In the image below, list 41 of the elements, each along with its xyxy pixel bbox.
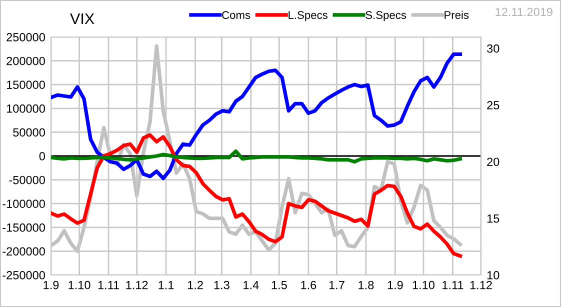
y2-tick-label: 15	[487, 214, 500, 223]
y-tick-label: 200000	[6, 56, 45, 66]
x-tick-label: 1.8	[358, 280, 374, 290]
y-tick-label: 0	[39, 152, 45, 160]
x-tick-label: 1.11	[442, 280, 464, 290]
y-tick-label: -50000	[9, 176, 45, 184]
y-tick-label: -200000	[2, 247, 45, 256]
x-tick-label: 1.12	[126, 280, 148, 290]
y-tick-label: -250000	[2, 271, 45, 280]
legend-label: Preis	[444, 10, 469, 19]
y2-tick-label: 20	[487, 158, 500, 166]
y-tick-label: 150000	[6, 80, 45, 89]
x-tick-label: 1.12	[470, 280, 492, 290]
x-tick-label: 1.5	[272, 280, 287, 290]
x-tick-label: 1.9	[388, 280, 403, 290]
y2-tick-label: 25	[487, 101, 500, 110]
x-tick-label: 1.10	[68, 280, 90, 290]
x-tick-label: 1.9	[44, 280, 59, 290]
line-series	[51, 133, 462, 258]
x-tick-label: 1.1	[158, 280, 174, 290]
x-tick-label: 1.11	[98, 280, 119, 290]
x-tick-label: 1.7	[329, 280, 344, 290]
text: 12.11.2019	[496, 8, 552, 16]
y2-tick-label: 10	[487, 271, 500, 280]
y-tick-label: 50000	[13, 128, 45, 137]
x-tick-label: 1.6	[301, 280, 316, 290]
x-tick-label: 1.10	[412, 280, 435, 290]
y2-tick-label: 30	[487, 44, 500, 53]
y-tick-label: -150000	[2, 223, 45, 232]
line-series	[51, 52, 462, 180]
x-tick-label: 1.2	[188, 280, 203, 290]
legend-label: L.Specs	[288, 11, 328, 22]
y-tick-label: 250000	[6, 33, 45, 42]
y-tick-label: -100000	[2, 200, 45, 208]
line-series	[51, 149, 462, 164]
legend-label: S.Specs	[366, 11, 406, 22]
x-tick-label: 1.4	[244, 280, 259, 290]
legend-label: Coms	[222, 11, 250, 19]
chart-title: VIX	[70, 13, 94, 24]
x-tick-label: 1.3	[214, 280, 230, 290]
y-tick-label: 100000	[6, 104, 45, 113]
